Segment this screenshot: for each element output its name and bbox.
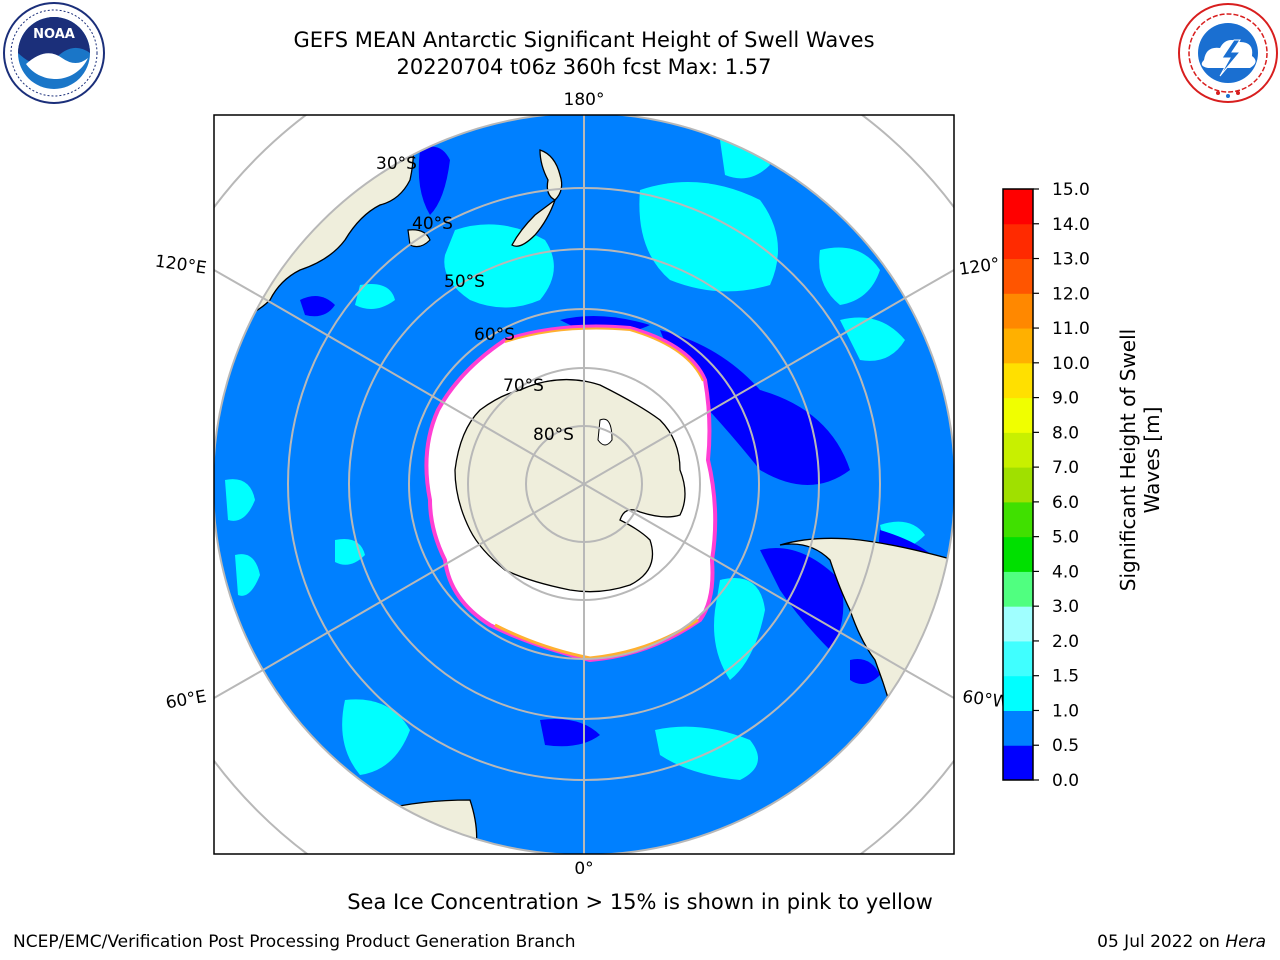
colorbar-tick-label: 3.0: [1052, 597, 1079, 617]
lon-label-0: 0°: [574, 859, 593, 879]
colorbar-tick-label: 0.0: [1052, 771, 1079, 791]
lon-label-120w: 120°: [958, 254, 1001, 280]
colorbar-segment: [1003, 293, 1033, 329]
footer-date-text: 05 Jul 2022 on: [1097, 932, 1226, 952]
colorbar: 0.0 0.5 1.0 1.5 2.0 3.0 4.0 5.0 6.0 7.0 8.0 9.0 10.0…: [1002, 180, 1090, 791]
chart-subtitle: 20220704 t06z 360h fcst Max: 1.57: [396, 55, 772, 79]
antarctica: [454, 378, 686, 593]
colorbar-tick-label: 9.0: [1052, 389, 1079, 409]
sea-ice-caption: Sea Ice Concentration > 15% is shown in …: [347, 890, 933, 914]
colorbar-segment: [1003, 745, 1033, 781]
colorbar-tick-label: 14.0: [1052, 215, 1090, 235]
colorbar-frame: [1002, 188, 1034, 781]
lon-label-60e: 60°E: [164, 687, 208, 714]
footer-date: 05 Jul 2022 on Hera: [1097, 932, 1266, 952]
colorbar-segment: [1003, 432, 1033, 468]
colorbar-tick-label: 1.0: [1052, 701, 1079, 721]
colorbar-tick-label: 8.0: [1052, 423, 1079, 443]
colorbar-tick-label: 13.0: [1052, 250, 1090, 270]
lat-label-80s: 80°S: [533, 425, 574, 445]
colorbar-segment: [1003, 571, 1033, 607]
colorbar-tick-label: 7.0: [1052, 458, 1079, 478]
lat-label-70s: 70°S: [503, 376, 544, 396]
colorbar-segment: [1003, 397, 1033, 433]
colorbar-segment: [1003, 606, 1033, 642]
colorbar-segment: [1003, 710, 1033, 746]
colorbar-segment: [1003, 640, 1033, 677]
colorbar-segment: [1003, 501, 1033, 538]
colorbar-segment: [1003, 467, 1033, 503]
new-zealand: [511, 149, 563, 247]
colorbar-segment: [1003, 362, 1033, 399]
colorbar-segment: [1003, 675, 1033, 711]
colorbar-title-line2: Waves [m]: [1140, 406, 1164, 514]
nws-logo-icon: [1178, 3, 1278, 103]
noaa-logo-text: NOAA: [33, 27, 75, 42]
colorbar-tick-label: 1.5: [1052, 667, 1079, 687]
colorbar-tick-label: 0.5: [1052, 736, 1079, 756]
colorbar-tick-label: 10.0: [1052, 354, 1090, 374]
map-frame: [213, 114, 955, 855]
lon-label-120e: 120°E: [154, 252, 208, 279]
colorbar-title: Significant Height of Swell Waves [m]: [1116, 290, 1164, 630]
lon-label-180: 180°: [564, 90, 605, 110]
colorbar-tick-label: 6.0: [1052, 493, 1079, 513]
colorbar-tick-label: 15.0: [1052, 180, 1090, 200]
colorbar-tick-label: 2.0: [1052, 632, 1079, 652]
colorbar-tick-label: 12.0: [1052, 284, 1090, 304]
colorbar-segment: [1003, 258, 1033, 294]
lat-label-60s: 60°S: [474, 325, 515, 345]
colorbar-segment: [1003, 328, 1033, 364]
colorbar-segment: [1003, 223, 1033, 260]
colorbar-segment: [1003, 536, 1033, 572]
lat-label-30s: 30°S: [376, 154, 417, 174]
colorbar-tick-label: 11.0: [1052, 319, 1090, 339]
noaa-logo-icon: NOAA: [3, 2, 105, 104]
footer-credit: NCEP/EMC/Verification Post Processing Pr…: [13, 932, 576, 952]
graticule: [214, 115, 954, 854]
colorbar-title-line1: Significant Height of Swell: [1116, 328, 1140, 592]
colorbar-segment: [1003, 189, 1033, 225]
footer-host: Hera: [1225, 932, 1266, 952]
colorbar-tick-label: 4.0: [1052, 562, 1079, 582]
lat-label-50s: 50°S: [444, 272, 485, 292]
chart-title: GEFS MEAN Antarctic Significant Height o…: [293, 28, 875, 52]
lat-label-40s: 40°S: [412, 214, 453, 234]
colorbar-tick-label: 5.0: [1052, 528, 1079, 548]
